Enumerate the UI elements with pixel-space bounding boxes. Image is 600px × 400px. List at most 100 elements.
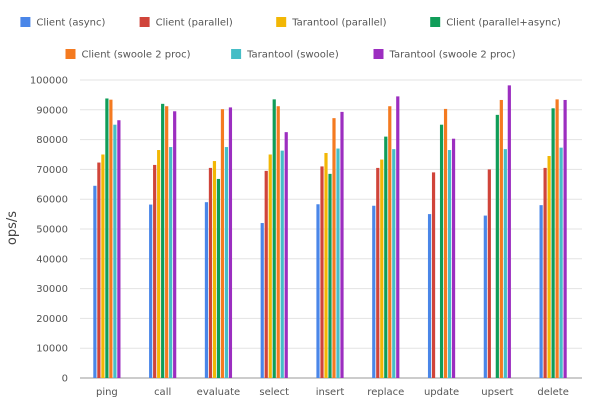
legend-label: Client (parallel+async) bbox=[446, 18, 561, 29]
legend-swatch bbox=[20, 17, 31, 27]
bar bbox=[105, 98, 109, 378]
bar bbox=[161, 103, 165, 378]
bar bbox=[117, 120, 121, 378]
bar bbox=[101, 154, 105, 378]
bar bbox=[388, 106, 392, 378]
bar bbox=[427, 214, 432, 378]
y-tick-label: 20000 bbox=[36, 314, 68, 325]
bar bbox=[483, 215, 487, 378]
bar bbox=[495, 114, 499, 378]
bar bbox=[149, 204, 153, 378]
bar bbox=[284, 132, 288, 378]
y-axis-title: ops/s bbox=[5, 211, 20, 245]
legend-swatch bbox=[65, 49, 76, 59]
bar bbox=[396, 96, 400, 378]
bar bbox=[336, 148, 340, 378]
bar bbox=[539, 205, 543, 378]
y-tick-label: 50000 bbox=[36, 225, 68, 236]
legend-label: Tarantool (swoole) bbox=[246, 50, 339, 61]
x-tick-label: insert bbox=[316, 387, 345, 398]
bar bbox=[451, 138, 456, 378]
legend-swatch bbox=[276, 17, 287, 27]
bar bbox=[384, 136, 388, 378]
bar bbox=[268, 154, 272, 378]
y-tick-label: 10000 bbox=[36, 344, 68, 355]
bar bbox=[216, 178, 221, 378]
legend-label: Tarantool (parallel) bbox=[291, 18, 386, 29]
x-tick-label: select bbox=[259, 387, 289, 398]
x-tick-label: evaluate bbox=[197, 387, 241, 398]
bar bbox=[153, 164, 157, 378]
bar bbox=[551, 108, 555, 378]
y-tick-label: 80000 bbox=[36, 135, 68, 146]
bar bbox=[340, 111, 344, 379]
bar bbox=[320, 166, 324, 378]
x-tick-label: ping bbox=[96, 387, 118, 398]
bar bbox=[264, 170, 268, 378]
bar bbox=[212, 161, 217, 378]
legend: Client (async) Client (parallel) Tarantool… bbox=[20, 17, 561, 61]
y-axis: 0 10000 20000 30000 40000 50000 60000 70000 8000… bbox=[30, 76, 68, 385]
bar bbox=[392, 149, 396, 378]
bar bbox=[487, 169, 491, 378]
y-tick-label: 60000 bbox=[36, 195, 68, 206]
bar bbox=[503, 149, 507, 378]
bar bbox=[220, 109, 225, 378]
bar bbox=[204, 202, 209, 378]
bar bbox=[543, 167, 547, 378]
bar bbox=[376, 167, 380, 378]
x-axis: ping call evaluate select insert replace updat… bbox=[96, 387, 569, 398]
bar bbox=[97, 162, 101, 378]
bar bbox=[316, 204, 320, 378]
bar bbox=[380, 159, 384, 378]
bar bbox=[224, 147, 229, 378]
legend-label: Client (swoole 2 proc) bbox=[82, 50, 191, 61]
bar bbox=[169, 147, 173, 378]
bar bbox=[547, 155, 551, 378]
bar bbox=[443, 108, 448, 378]
y-tick-label: 0 bbox=[62, 374, 68, 385]
y-tick-label: 30000 bbox=[36, 284, 68, 295]
y-tick-label: 70000 bbox=[36, 165, 68, 176]
y-tick-label: 40000 bbox=[36, 254, 68, 265]
bars bbox=[93, 85, 567, 379]
bar bbox=[165, 106, 169, 378]
x-tick-label: upsert bbox=[481, 387, 513, 398]
legend-swatch bbox=[139, 17, 150, 27]
bar bbox=[555, 99, 559, 379]
legend-swatch bbox=[231, 49, 242, 59]
x-tick-label: delete bbox=[537, 387, 569, 398]
bar bbox=[93, 185, 97, 378]
legend-swatch bbox=[373, 49, 384, 59]
x-tick-label: replace bbox=[367, 387, 404, 398]
legend-label: Client (async) bbox=[36, 18, 105, 29]
x-tick-label: call bbox=[154, 387, 171, 398]
legend-swatch bbox=[430, 17, 441, 27]
bar bbox=[328, 173, 332, 378]
bar bbox=[431, 172, 436, 378]
bar bbox=[173, 111, 177, 378]
bar bbox=[372, 205, 376, 378]
bar bbox=[563, 99, 567, 378]
bar bbox=[272, 99, 276, 379]
bar bbox=[324, 153, 328, 378]
bar bbox=[208, 167, 213, 378]
legend-label: Client (parallel) bbox=[156, 18, 233, 29]
legend-label: Tarantool (swoole 2 proc) bbox=[389, 50, 516, 61]
bar bbox=[228, 107, 233, 378]
bar bbox=[109, 99, 113, 378]
bar bbox=[260, 223, 264, 378]
bar bbox=[439, 124, 444, 378]
bar bbox=[559, 147, 563, 378]
bar bbox=[447, 150, 452, 378]
bar bbox=[157, 150, 161, 378]
bar bbox=[113, 124, 117, 378]
bar bbox=[507, 85, 511, 378]
y-tick-label: 100000 bbox=[30, 76, 68, 87]
bar bbox=[499, 99, 503, 378]
y-tick-label: 90000 bbox=[36, 105, 68, 116]
x-tick-label: update bbox=[424, 387, 459, 398]
bar bbox=[276, 106, 280, 378]
bar bbox=[280, 150, 284, 378]
